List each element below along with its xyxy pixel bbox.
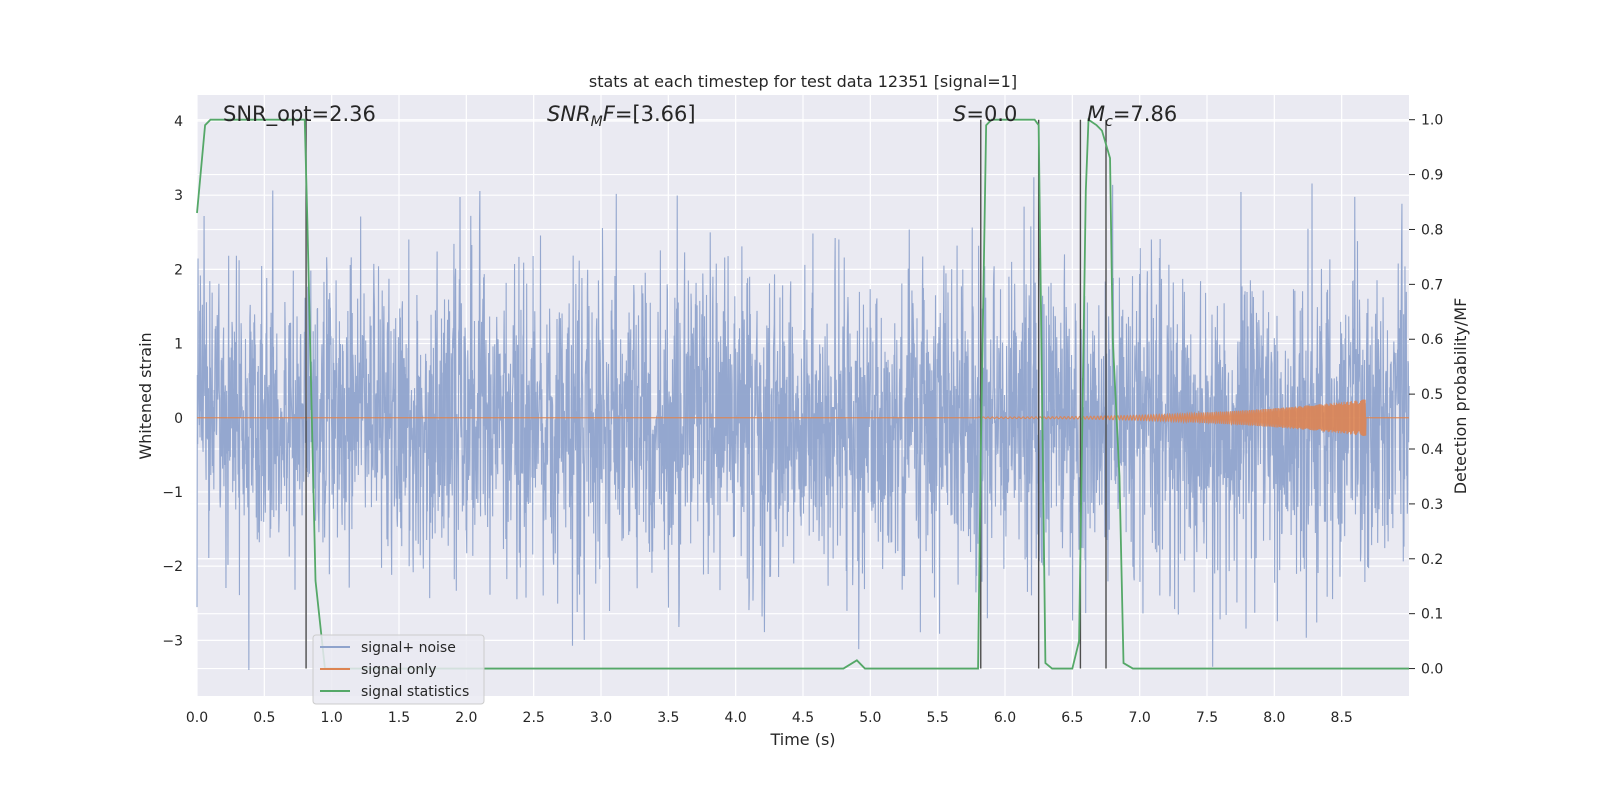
x-axis-label: Time (s) xyxy=(769,730,835,749)
y2-tick-label: 0.9 xyxy=(1421,168,1443,184)
legend-label-signal-only: signal only xyxy=(361,662,436,678)
signal-noise-series xyxy=(196,177,1410,671)
legend-label-signal-statistics: signal statistics xyxy=(361,684,469,700)
legend: signal+ noise signal only signal statist… xyxy=(312,634,485,705)
annotation-mc: Mc=7.86 xyxy=(1087,102,1177,130)
signal-noise-line xyxy=(196,177,1410,671)
y-tick-label: 1 xyxy=(174,337,183,353)
x-tick-label: 7.5 xyxy=(1196,710,1218,726)
x-tick-label: 8.5 xyxy=(1331,710,1353,726)
y-tick-label: 3 xyxy=(174,188,183,204)
x-tick-label: 3.5 xyxy=(657,710,679,726)
y2-axis-label: Detection probability/MF xyxy=(1451,298,1470,495)
y2-tick-label: 1.0 xyxy=(1421,113,1443,129)
signal-statistics-line xyxy=(196,118,1409,670)
x-tick-label: 0.5 xyxy=(253,710,275,726)
x-tick-label: 5.5 xyxy=(927,710,949,726)
x-tick-label: 2.0 xyxy=(455,710,477,726)
y2-tick-label: 0.5 xyxy=(1421,387,1443,403)
annotation-snr-opt: SNR_opt=2.36 xyxy=(223,102,376,127)
y2-tick-label: 0.8 xyxy=(1421,222,1443,238)
x-tick-label: 6.0 xyxy=(994,710,1016,726)
x-tick-label: 5.0 xyxy=(859,710,881,726)
x-tick-label: 0.0 xyxy=(186,710,208,726)
x-tick-label: 8.0 xyxy=(1263,710,1285,726)
y-tick-label: 4 xyxy=(174,114,183,130)
y-tick-label: 2 xyxy=(174,262,183,278)
y2-tick-label: 0.3 xyxy=(1421,497,1443,513)
axis-ticks: 0.0 0.5 1.0 1.5 2.0 2.5 3.0 3.5 4.0 4.5 5.0 5.5 6.0 6… xyxy=(162,113,1443,726)
y-tick-label: −2 xyxy=(162,559,183,575)
y-tick-label: −1 xyxy=(162,485,183,501)
x-tick-label: 4.5 xyxy=(792,710,814,726)
y2-tick-label: 0.6 xyxy=(1421,332,1443,348)
signal-statistics-series xyxy=(196,118,1409,670)
grid-layer xyxy=(196,95,1409,696)
x-tick-label: 4.0 xyxy=(725,710,747,726)
x-tick-label: 7.0 xyxy=(1129,710,1151,726)
x-tick-label: 3.0 xyxy=(590,710,612,726)
y2-tick-label: 0.7 xyxy=(1421,277,1443,293)
y2-tick-label: 0.4 xyxy=(1421,442,1443,458)
x-tick-label: 6.5 xyxy=(1061,710,1083,726)
annotation-s: S=0.0 xyxy=(953,102,1017,126)
chart-title: stats at each timestep for test data 123… xyxy=(589,72,1017,91)
y-tick-label: 0 xyxy=(174,411,183,427)
y-axis-label: Whitened strain xyxy=(136,332,155,459)
x-tick-label: 1.0 xyxy=(321,710,343,726)
x-tick-label: 1.5 xyxy=(388,710,410,726)
legend-box xyxy=(312,634,485,705)
y-tick-label: −3 xyxy=(162,633,183,649)
y2-tick-label: 0.1 xyxy=(1421,607,1443,623)
x-tick-label: 2.5 xyxy=(523,710,545,726)
legend-label-signal-noise: signal+ noise xyxy=(361,640,456,656)
y2-tick-label: 0.2 xyxy=(1421,552,1443,568)
annotation-snr-mf: SNRMF=[3.66] xyxy=(547,102,696,130)
y2-tick-label: 0.0 xyxy=(1421,662,1443,678)
